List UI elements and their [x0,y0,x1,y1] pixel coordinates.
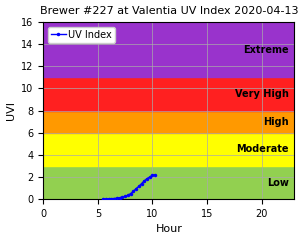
UV Index [131,190,135,193]
UV Index [126,194,130,197]
Text: High: High [263,117,289,127]
Text: Low: Low [267,178,289,187]
UV Index [140,182,143,185]
Y-axis label: UVI: UVI [6,101,16,120]
Bar [43,133,294,166]
Bar [43,22,294,77]
UV Index [121,196,124,199]
Bar [43,166,294,199]
UV Index [107,198,110,200]
UV Index [153,173,157,176]
UV Index [134,187,138,190]
Title: Brewer #227 at Valentia UV Index 2020-04-13: Brewer #227 at Valentia UV Index 2020-04… [40,6,298,16]
UV Index [115,197,119,200]
Text: Very High: Very High [235,89,289,99]
Bar [43,111,294,133]
UV Index [145,177,149,180]
UV Index [142,180,146,182]
UV Index [104,198,108,200]
Bar [43,77,294,111]
X-axis label: Hour: Hour [155,224,182,234]
Text: Extreme: Extreme [243,45,289,54]
Legend: UV Index: UV Index [48,27,115,42]
UV Index [112,197,116,200]
UV Index [110,197,113,200]
UV Index [151,174,154,177]
UV Index [148,176,152,179]
UV Index [137,185,141,188]
UV Index [101,198,105,201]
Line: UV Index: UV Index [101,173,157,201]
UV Index [129,192,132,195]
UV Index [123,195,127,198]
UV Index [118,196,122,199]
Text: Moderate: Moderate [236,144,289,154]
